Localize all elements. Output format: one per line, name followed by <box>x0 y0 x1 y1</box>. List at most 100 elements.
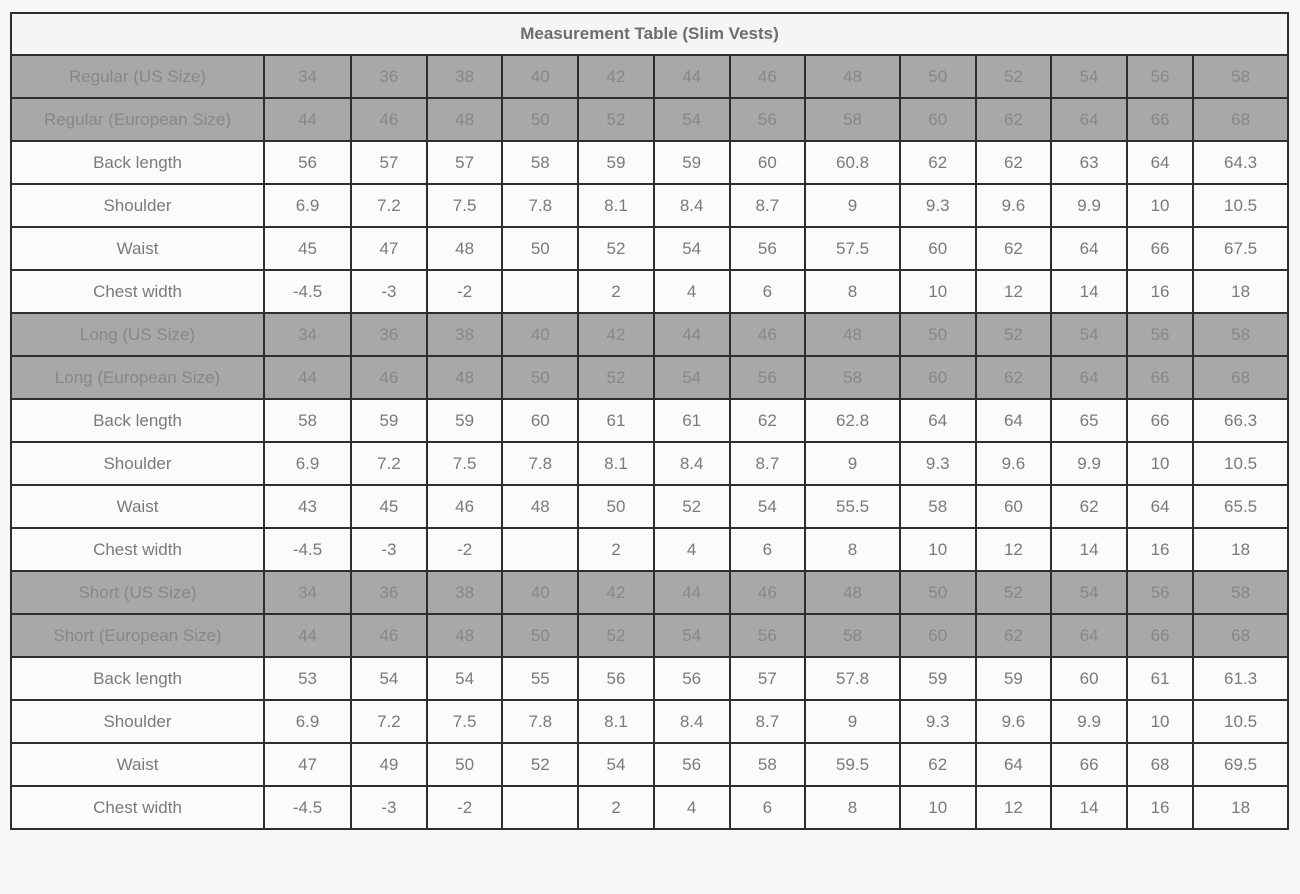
measurement-cell: 63 <box>1050 140 1128 185</box>
measurement-cell: 54 <box>728 484 807 529</box>
size-cell: 48 <box>804 312 901 357</box>
measurement-cell: -4.5 <box>262 785 353 830</box>
measurement-row-label: Waist <box>10 226 265 271</box>
measurement-cell: 8.7 <box>728 699 807 744</box>
size-cell: 58 <box>1192 570 1289 615</box>
size-cell: 50 <box>898 54 977 99</box>
measurement-cell: 52 <box>652 484 731 529</box>
size-cell: 42 <box>577 312 655 357</box>
measurement-cell: 57.5 <box>804 226 901 271</box>
size-header-row: Short (US Size) 34 36 38 40 42 44 46 48 50 52 54 56 5… <box>10 570 1289 615</box>
measurement-row-label: Shoulder <box>10 441 265 486</box>
measurement-cell: -2 <box>425 269 504 314</box>
measurement-cell: 53 <box>262 656 353 701</box>
measurement-cell: 60 <box>974 484 1053 529</box>
size-cell: 56 <box>1125 570 1195 615</box>
measurement-row: Shoulder 6.9 7.2 7.5 7.8 8.1 8.4 8.7 9 9.3 9.6 9.9 1… <box>10 183 1289 228</box>
size-cell: 58 <box>804 355 901 400</box>
size-cell: 52 <box>974 312 1053 357</box>
measurement-cell: 10 <box>898 527 977 572</box>
measurement-cell: -2 <box>425 527 504 572</box>
size-cell: 58 <box>1192 312 1289 357</box>
measurement-cell: 64 <box>1050 226 1128 271</box>
measurement-cell: 54 <box>350 656 428 701</box>
size-cell: 58 <box>1192 54 1289 99</box>
size-cell: 66 <box>1125 355 1195 400</box>
measurement-cell: 10 <box>1125 183 1195 228</box>
size-cell: 56 <box>728 613 807 658</box>
measurement-cell: 4 <box>652 527 731 572</box>
measurement-cell: 16 <box>1125 527 1195 572</box>
size-cell: 54 <box>1050 312 1128 357</box>
measurement-cell: 47 <box>350 226 428 271</box>
measurement-cell: 9 <box>804 699 901 744</box>
measurement-cell: 59.5 <box>804 742 901 787</box>
measurement-cell: 58 <box>728 742 807 787</box>
measurement-cell: 46 <box>425 484 504 529</box>
size-cell: 50 <box>501 355 580 400</box>
measurement-cell: 59 <box>898 656 977 701</box>
size-cell: 34 <box>262 570 353 615</box>
size-cell: 60 <box>898 97 977 142</box>
measurement-cell: 6 <box>728 527 807 572</box>
size-cell: 48 <box>425 613 504 658</box>
measurement-row: Chest width -4.5 -3 -2 2 4 6 8 10 12 14 16 18 <box>10 527 1289 572</box>
measurement-cell: 60 <box>501 398 580 443</box>
measurement-cell: 66 <box>1125 226 1195 271</box>
measurement-row-label: Back length <box>10 140 265 185</box>
measurement-row: Chest width -4.5 -3 -2 2 4 6 8 10 12 14 16 18 <box>10 269 1289 314</box>
size-cell: 46 <box>350 355 428 400</box>
measurement-cell: 10.5 <box>1192 699 1289 744</box>
measurement-row-label: Shoulder <box>10 183 265 228</box>
size-cell: 38 <box>425 312 504 357</box>
size-cell: 46 <box>350 97 428 142</box>
measurement-cell: 62.8 <box>804 398 901 443</box>
measurement-cell: 10.5 <box>1192 183 1289 228</box>
size-header-label: Regular (US Size) <box>10 54 265 99</box>
size-cell: 50 <box>501 613 580 658</box>
measurement-cell: -3 <box>350 269 428 314</box>
measurement-cell: 49 <box>350 742 428 787</box>
measurement-cell: 69.5 <box>1192 742 1289 787</box>
measurement-cell: 50 <box>425 742 504 787</box>
measurement-cell: 62 <box>1050 484 1128 529</box>
size-cell: 58 <box>804 613 901 658</box>
measurement-cell: 7.2 <box>350 441 428 486</box>
measurement-table-body: Regular (US Size) 34 36 38 40 42 44 46 48 50 52 54 5… <box>10 54 1289 830</box>
size-cell: 40 <box>501 312 580 357</box>
size-cell: 48 <box>425 97 504 142</box>
size-cell: 36 <box>350 312 428 357</box>
size-header-label: Regular (European Size) <box>10 97 265 142</box>
measurement-cell: 65.5 <box>1192 484 1289 529</box>
size-cell: 44 <box>262 355 353 400</box>
measurement-row: Waist 47 49 50 52 54 56 58 59.5 62 64 66 68 69.5 <box>10 742 1289 787</box>
measurement-cell: 2 <box>577 527 655 572</box>
measurement-cell: -2 <box>425 785 504 830</box>
measurement-cell: 7.5 <box>425 699 504 744</box>
measurement-cell: 7.2 <box>350 699 428 744</box>
size-header-row: Regular (European Size) 44 46 48 50 52 54 56 58 6… <box>10 97 1289 142</box>
measurement-cell: 6.9 <box>262 183 353 228</box>
size-header-row: Long (US Size) 34 36 38 40 42 44 46 48 50 52 54 56 58 <box>10 312 1289 357</box>
measurement-cell: 10 <box>898 269 977 314</box>
size-cell: 52 <box>577 97 655 142</box>
measurement-cell: 14 <box>1050 269 1128 314</box>
measurement-table-head: Measurement Table (Slim Vests) <box>10 12 1289 56</box>
measurement-cell: 59 <box>425 398 504 443</box>
size-cell: 46 <box>728 570 807 615</box>
measurement-cell: 68 <box>1125 742 1195 787</box>
measurement-row: Back length 58 59 59 60 61 61 62 62.8 64 64 65 66 66.… <box>10 398 1289 443</box>
measurement-cell: 9.3 <box>898 441 977 486</box>
measurement-row: Waist 43 45 46 48 50 52 54 55.5 58 60 62 64 65.5 <box>10 484 1289 529</box>
size-cell: 46 <box>350 613 428 658</box>
size-header-row: Long (European Size) 44 46 48 50 52 54 56 58 60 62… <box>10 355 1289 400</box>
measurement-cell: 57 <box>350 140 428 185</box>
measurement-cell: 7.8 <box>501 183 580 228</box>
title-row: Measurement Table (Slim Vests) <box>10 12 1289 56</box>
measurement-cell: 56 <box>262 140 353 185</box>
measurement-cell: 64 <box>898 398 977 443</box>
measurement-cell: 9.6 <box>974 699 1053 744</box>
measurement-row: Back length 56 57 57 58 59 59 60 60.8 62 62 63 64 64.… <box>10 140 1289 185</box>
measurement-cell: 55.5 <box>804 484 901 529</box>
size-cell: 56 <box>1125 312 1195 357</box>
